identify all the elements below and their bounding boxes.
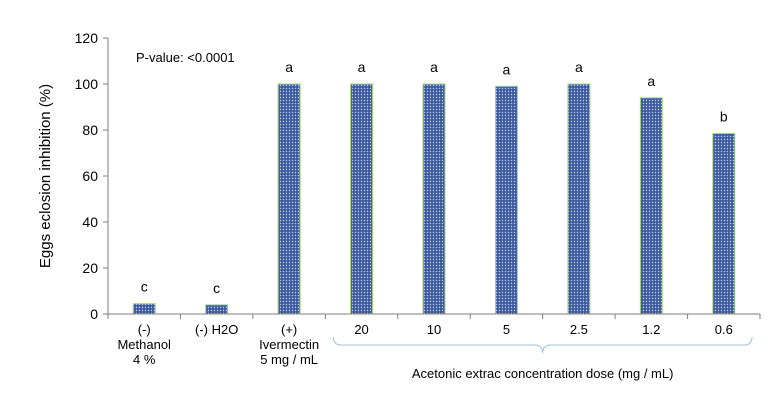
- x-axis: (-) Methanol 4 % (-) H2O (+) Ivermectin 5 mg /…: [107, 313, 761, 367]
- x-category-label-line: (+): [281, 322, 297, 337]
- x-category-label: (-) Methanol 4 %: [117, 322, 171, 367]
- x-category-label-line: 10: [427, 322, 441, 337]
- bars: c c a a a a a a b: [132, 59, 736, 315]
- x-category-label-line: (-) H2O: [195, 322, 238, 337]
- x-category-label: 20: [354, 322, 368, 337]
- significance-letter: c: [213, 280, 220, 296]
- bar: [277, 83, 301, 315]
- x-category-label-line: 2.5: [570, 322, 588, 337]
- y-tick-label: 20: [82, 260, 98, 276]
- x-category-label: 10: [427, 322, 441, 337]
- p-value-annotation: P-value: <0.0001: [136, 50, 235, 65]
- significance-letter: b: [720, 108, 728, 124]
- y-axis-label: Eggs eclosion inhibition (%): [37, 84, 54, 268]
- y-tick-label: 120: [75, 30, 99, 46]
- x-category-label: 2.5: [570, 322, 588, 337]
- y-tick-label: 60: [82, 168, 98, 184]
- significance-letter: a: [285, 59, 293, 75]
- dose-group-label: Acetonic extrac concentration dose (mg /…: [412, 366, 674, 381]
- x-category-label-line: 20: [354, 322, 368, 337]
- bar: [205, 304, 229, 315]
- bar: [639, 97, 663, 315]
- dose-group-bracket: [332, 336, 753, 354]
- y-tick-label: 40: [82, 214, 98, 230]
- x-category-label-line: 5: [503, 322, 510, 337]
- x-category-label-line: 0.6: [715, 322, 733, 337]
- significance-letter: a: [647, 73, 655, 89]
- x-category-label-line: (-): [138, 322, 151, 337]
- x-category-label-line: 1.2: [642, 322, 660, 337]
- y-tick-label: 80: [82, 122, 98, 138]
- y-axis: 0 20 40 60 80 100 120: [75, 30, 109, 322]
- group-bracket: [332, 336, 753, 354]
- x-category-label: 0.6: [715, 322, 733, 337]
- bar: [494, 85, 518, 315]
- bar: [350, 83, 374, 315]
- bar: [132, 303, 156, 315]
- x-category-label: (-) H2O: [195, 322, 238, 337]
- y-tick-label: 100: [75, 76, 99, 92]
- significance-letter: a: [430, 59, 438, 75]
- x-category-label-line: 4 %: [133, 352, 156, 367]
- y-tick-label: 0: [90, 306, 98, 322]
- bar: [567, 83, 591, 315]
- x-category-label: (+) Ivermectin 5 mg / mL: [259, 322, 319, 367]
- significance-letter: a: [358, 59, 366, 75]
- significance-letter: a: [575, 59, 583, 75]
- x-category-label-line: 5 mg / mL: [260, 352, 318, 367]
- bar: [422, 83, 446, 315]
- significance-letter: c: [141, 279, 148, 295]
- significance-letter: a: [503, 61, 511, 77]
- x-category-label-line: Methanol: [117, 337, 171, 352]
- x-category-label: 5: [503, 322, 510, 337]
- x-category-label-line: Ivermectin: [259, 337, 319, 352]
- x-category-label: 1.2: [642, 322, 660, 337]
- bar: [712, 132, 736, 315]
